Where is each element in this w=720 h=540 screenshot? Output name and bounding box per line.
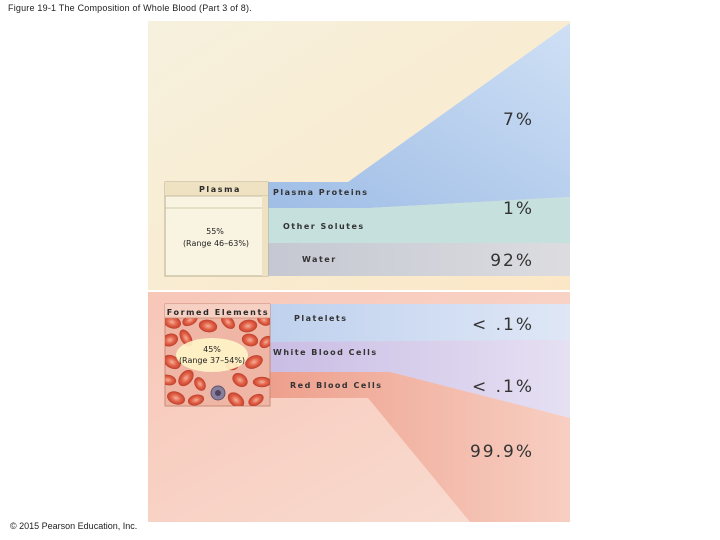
plasma-label: Plasma (199, 185, 241, 194)
red-blood-cell (165, 333, 179, 347)
red-blood-cells-band (268, 372, 570, 522)
formed-elements-label: Formed Elements (167, 308, 270, 317)
red-blood-cell (187, 394, 205, 406)
plasma-proteins-value: 7% (503, 110, 534, 130)
red-blood-cell (241, 333, 259, 347)
other-solutes-label: Other Solutes (283, 222, 365, 231)
red-blood-cell (167, 391, 185, 405)
red-blood-cell (248, 393, 264, 406)
water-band (268, 243, 570, 276)
red-blood-cell (227, 392, 245, 406)
label-highlight (176, 338, 248, 372)
formed-percent: 45% (203, 345, 221, 354)
copyright-notice: © 2015 Pearson Education, Inc. (10, 521, 138, 531)
plasma-percent: 55% (206, 227, 224, 236)
red-blood-cells-value: 99.9% (470, 442, 534, 462)
other-solutes-value: 1% (503, 199, 534, 219)
white-blood-cells-band (268, 340, 570, 418)
red-blood-cell (165, 354, 181, 370)
other-solutes-band (268, 197, 570, 243)
red-blood-cell (194, 377, 206, 391)
plasma-sample-box (164, 181, 269, 277)
platelets-label: Platelets (294, 314, 348, 323)
red-blood-cells-label: Red Blood Cells (290, 381, 382, 390)
red-blood-cell (165, 374, 177, 386)
red-blood-cell (252, 376, 270, 388)
red-blood-cell (245, 355, 263, 369)
platelets-value: < .1% (472, 315, 534, 335)
formed-elements-sample-box (164, 303, 271, 407)
red-blood-cell (198, 319, 218, 333)
platelets-band (268, 304, 570, 342)
formed-range: (Range 37–54%) (179, 356, 245, 365)
plasma-range: (Range 46–63%) (183, 239, 249, 248)
wbc-nucleus (215, 390, 221, 396)
red-blood-cell (232, 373, 248, 387)
water-label: Water (302, 255, 337, 264)
red-blood-cell (238, 319, 258, 333)
red-blood-cell (259, 335, 270, 349)
water-value: 92% (490, 251, 534, 271)
plasma-proteins-band (268, 23, 570, 208)
white-blood-cells-value: < .1% (472, 377, 534, 397)
plasma-proteins-label: Plasma Proteins (273, 188, 369, 197)
figure-caption: Figure 19-1 The Composition of Whole Blo… (8, 3, 252, 13)
white-blood-cells-label: White Blood Cells (273, 348, 378, 357)
red-blood-cell (178, 369, 194, 387)
